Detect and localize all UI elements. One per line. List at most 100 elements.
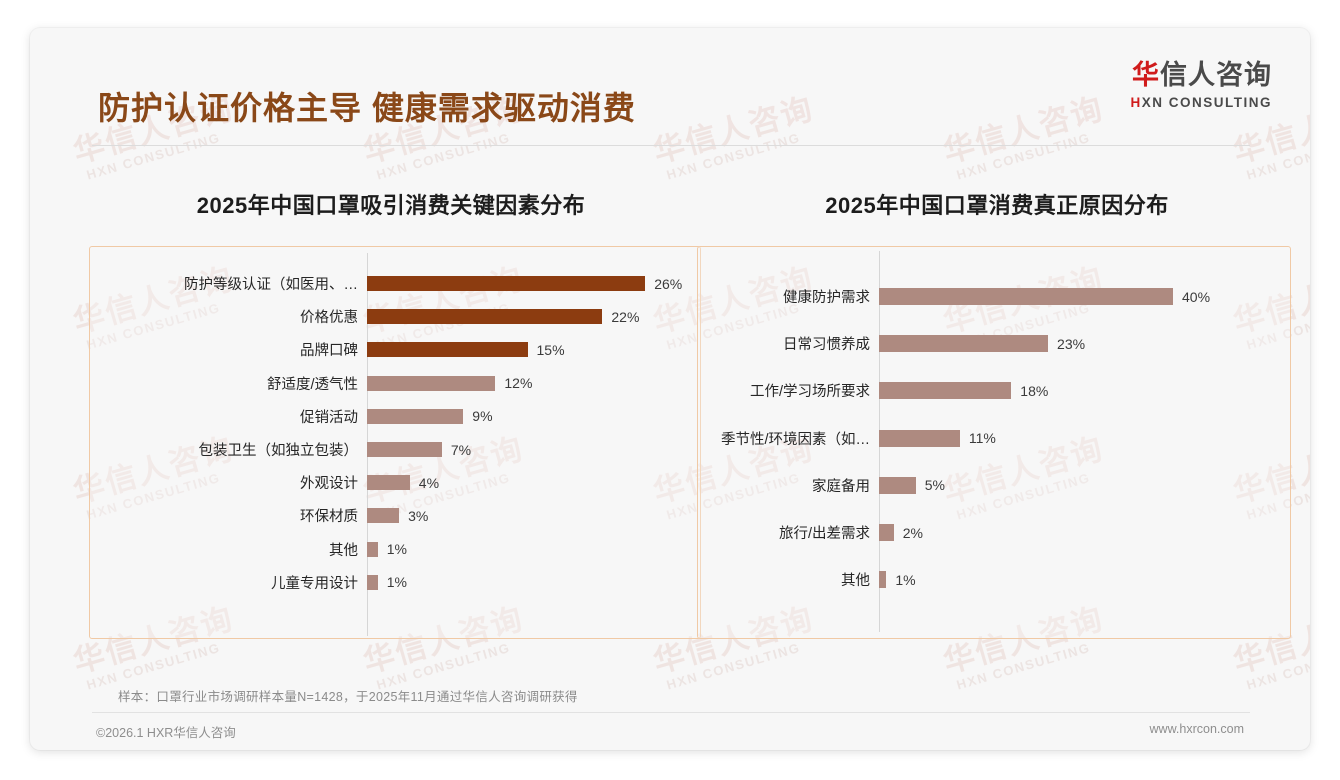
bar-category-label: 家庭备用	[812, 478, 870, 495]
bar	[367, 342, 528, 358]
slide-canvas: 华信人咨询 HXN CONSULTING 华信人咨询 HXN CONSULTING 华信…	[30, 28, 1310, 750]
bar-value-label: 5%	[924, 477, 945, 494]
slide-footer: ©2026.1 HXR华信人咨询 www.hxrcon.com	[30, 716, 1310, 750]
logo-h-glyph: H	[1130, 95, 1142, 110]
bar-category-label: 其他	[841, 573, 870, 590]
bar-category-label: 季节性/环境因素（如…	[720, 431, 870, 448]
bar	[879, 429, 960, 447]
bar-track: 3%	[367, 499, 700, 532]
bar-row: 工作/学习场所要求 18%	[698, 367, 1290, 414]
bar-category-label: 包装卫生（如独立包装）	[198, 443, 359, 460]
bar	[879, 571, 887, 589]
bar-row: 健康防护需求 40%	[698, 273, 1290, 320]
bar	[879, 476, 916, 494]
bar-row: 旅行/出差需求 2%	[698, 509, 1290, 556]
bar-category-label: 防护等级认证（如医用、…	[184, 277, 358, 294]
bar-track: 22%	[367, 300, 700, 333]
bar-category-label: 品牌口碑	[300, 343, 358, 360]
bar-row: 包装卫生（如独立包装） 7%	[90, 433, 700, 466]
chart-title-right: 2025年中国口罩消费真正原因分布	[825, 193, 1169, 218]
bar-row: 促销活动 9%	[90, 400, 700, 433]
bar	[367, 375, 496, 391]
logo-chinese-rest: 信人咨询	[1160, 60, 1272, 90]
bar	[879, 335, 1049, 353]
bar-value-label: 1%	[386, 541, 407, 558]
bar-category-label: 外观设计	[300, 476, 358, 493]
bar-row: 舒适度/透气性 12%	[90, 367, 700, 400]
bar-track: 18%	[879, 367, 1290, 414]
bar-category-label: 环保材质	[300, 509, 358, 526]
bar-row: 儿童专用设计 1%	[90, 566, 700, 599]
footer-website: www.hxrcon.com	[1149, 722, 1244, 736]
bar-value-label: 11%	[968, 430, 996, 447]
bar-value-label: 3%	[408, 507, 429, 524]
bar-track: 9%	[367, 400, 700, 433]
logo-english: HXN CONSULTING	[1131, 96, 1273, 110]
bar-rows-left: 防护等级认证（如医用、… 26% 价格优惠 22% 品牌口碑 15% 舒适度/透气性 12% 促…	[90, 267, 700, 599]
logo-hua-glyph: 华	[1132, 60, 1160, 90]
bar-row: 其他 1%	[90, 533, 700, 566]
bar	[367, 475, 410, 491]
bar-track: 2%	[879, 509, 1290, 556]
chart-panel-left: 2025年中国口罩吸引消费关键因素分布 防护等级认证（如医用、… 26% 价格优惠 2…	[89, 188, 701, 639]
chart-panel-right: 2025年中国口罩消费真正原因分布 健康防护需求 40% 日常习惯养成 23% 工作/学…	[697, 188, 1291, 639]
bar	[367, 309, 603, 325]
bar-category-label: 促销活动	[300, 409, 358, 426]
bar-track: 23%	[879, 320, 1290, 367]
bar-category-label: 舒适度/透气性	[266, 376, 358, 393]
chart-title-left: 2025年中国口罩吸引消费关键因素分布	[196, 193, 586, 218]
bar-category-label: 其他	[329, 542, 358, 559]
bar-track: 1%	[879, 556, 1290, 603]
bar-track: 40%	[879, 273, 1290, 320]
logo-chinese: 华信人咨询	[1131, 62, 1273, 89]
company-logo: 华信人咨询 HXN CONSULTING	[1131, 62, 1273, 110]
bar-track: 12%	[367, 367, 700, 400]
logo-english-rest: XN CONSULTING	[1141, 95, 1272, 110]
bar-row: 外观设计 4%	[90, 466, 700, 499]
bar-track: 7%	[367, 433, 700, 466]
bar-row: 家庭备用 5%	[698, 462, 1290, 509]
bar	[367, 508, 400, 524]
bar	[367, 442, 442, 458]
bar-row: 防护等级认证（如医用、… 26%	[90, 267, 700, 300]
chart-card-right: 健康防护需求 40% 日常习惯养成 23% 工作/学习场所要求 18% 季节性/环境因素（如…	[697, 246, 1291, 639]
bar-category-label: 儿童专用设计	[271, 575, 358, 592]
bar	[879, 524, 894, 542]
bar-category-label: 旅行/出差需求	[778, 526, 870, 543]
page-title: 防护认证价格主导 健康需求驱动消费	[98, 90, 636, 126]
slide-header: 防护认证价格主导 健康需求驱动消费 华信人咨询 HXN CONSULTING	[30, 28, 1310, 127]
bar-track: 26%	[367, 267, 700, 300]
bar-value-label: 1%	[386, 574, 407, 591]
bar-value-label: 9%	[472, 408, 493, 425]
bar	[367, 408, 464, 424]
bar-row: 日常习惯养成 23%	[698, 320, 1290, 367]
bar	[367, 574, 378, 590]
bar-track: 1%	[367, 566, 700, 599]
chart-card-left: 防护等级认证（如医用、… 26% 价格优惠 22% 品牌口碑 15% 舒适度/透气性 12% 促…	[89, 246, 701, 639]
bar	[367, 541, 378, 557]
bar-value-label: 15%	[536, 341, 565, 358]
bar-track: 1%	[367, 533, 700, 566]
footer-copyright: ©2026.1 HXR华信人咨询	[96, 726, 236, 740]
bar	[879, 288, 1173, 306]
bar-row: 价格优惠 22%	[90, 300, 700, 333]
bar-row: 季节性/环境因素（如… 11%	[698, 415, 1290, 462]
bar-rows-right: 健康防护需求 40% 日常习惯养成 23% 工作/学习场所要求 18% 季节性/环境因素（如…	[698, 273, 1290, 603]
bar-value-label: 12%	[504, 375, 533, 392]
bar-value-label: 4%	[418, 474, 440, 491]
bar-value-label: 22%	[611, 308, 640, 325]
bar-value-label: 1%	[895, 571, 916, 588]
bar-value-label: 7%	[450, 441, 472, 458]
bar-value-label: 26%	[654, 275, 683, 292]
bar-category-label: 日常习惯养成	[783, 337, 870, 354]
sample-note: 样本：口罩行业市场调研样本量N=1428，于2025年11月通过华信人咨询调研获…	[118, 690, 578, 704]
bar-category-label: 健康防护需求	[783, 290, 870, 307]
bar-row: 品牌口碑 15%	[90, 333, 700, 366]
bar-value-label: 40%	[1182, 288, 1211, 305]
bar-track: 4%	[367, 466, 700, 499]
bar-category-label: 价格优惠	[300, 310, 358, 327]
bar-track: 5%	[879, 462, 1290, 509]
bar-row: 其他 1%	[698, 556, 1290, 603]
bar-value-label: 23%	[1057, 335, 1086, 352]
bar-value-label: 2%	[902, 524, 923, 541]
